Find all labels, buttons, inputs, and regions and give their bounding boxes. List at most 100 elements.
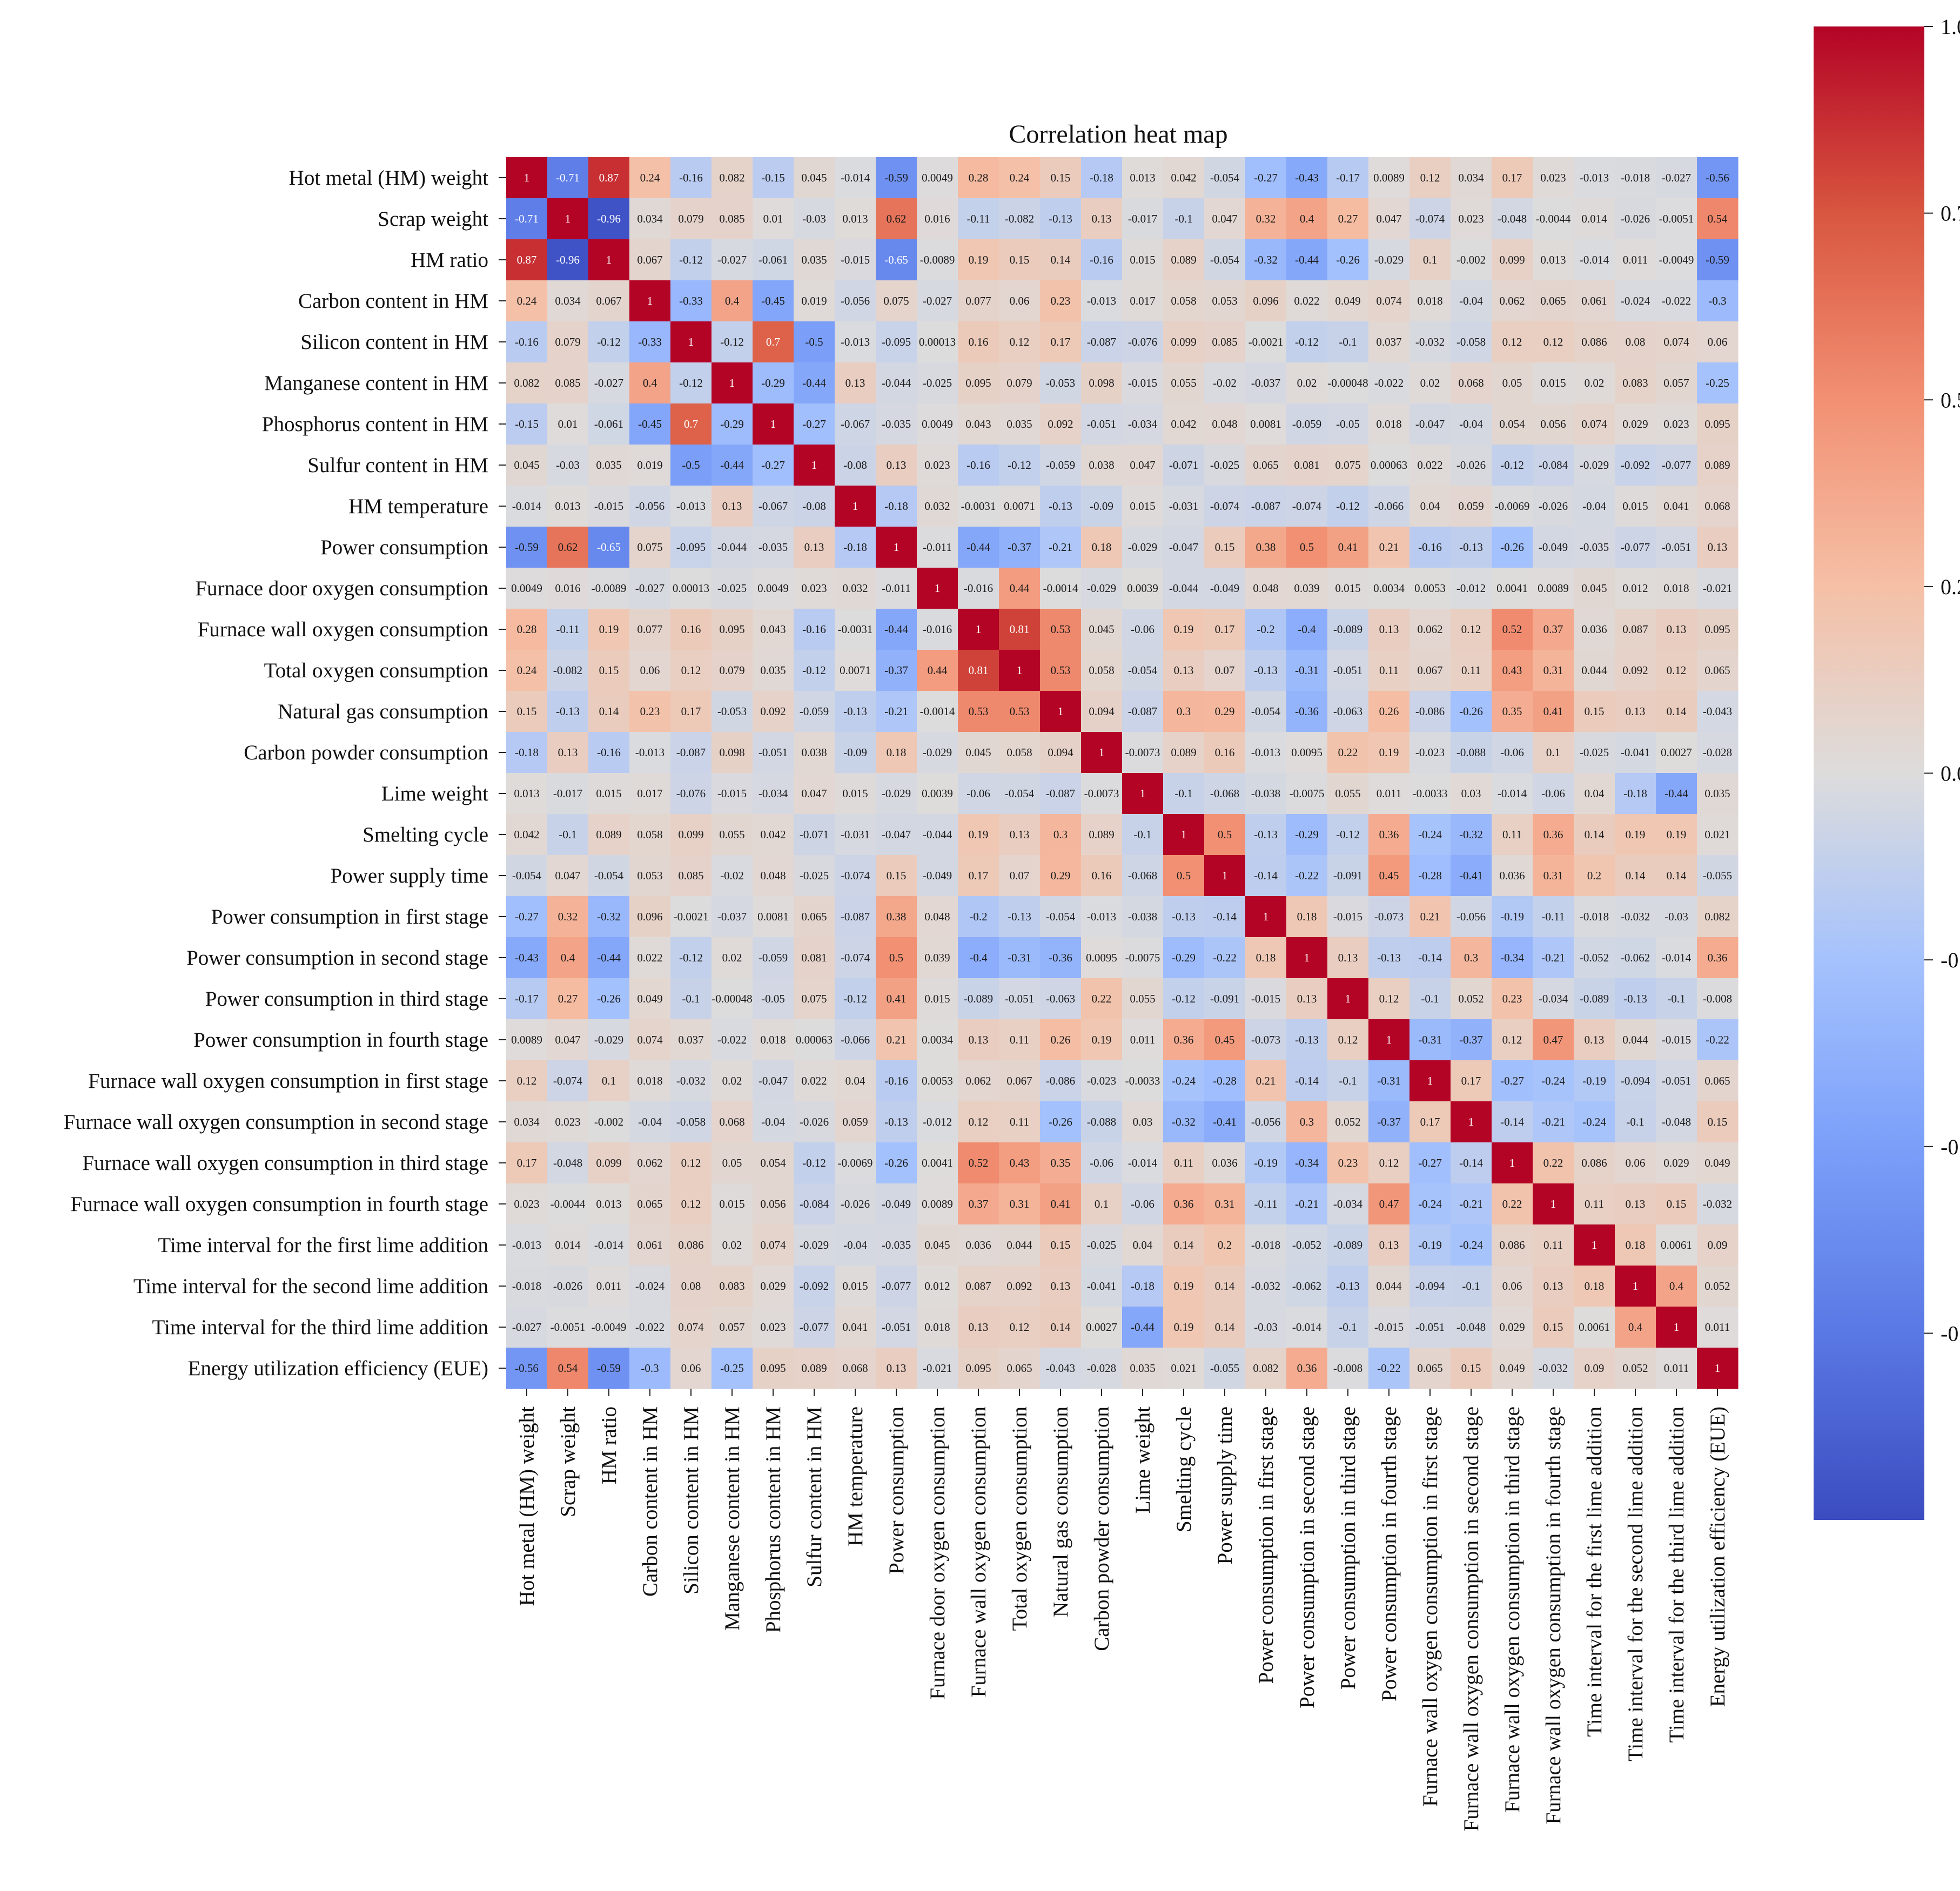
heatmap-cell-label: -0.21 [1049,541,1072,554]
heatmap-cell-label: 0.023 [801,582,827,595]
heatmap-cell [999,157,1041,199]
heatmap-cell-label: 0.0039 [922,787,953,800]
heatmap-cell-label: 0.87 [599,171,619,184]
heatmap-cell [1286,486,1328,527]
heatmap-cell [1204,403,1246,445]
heatmap-cell-label: 0.11 [1502,828,1522,841]
heatmap-cell-label: -0.016 [923,623,952,636]
heatmap-cell [1327,1060,1369,1102]
heatmap-cell-label: 0.061 [1581,294,1607,307]
heatmap-cell-label: 0.065 [1704,1074,1730,1087]
heatmap-cell-label: -0.027 [635,582,664,595]
heatmap-cell [1492,814,1533,856]
heatmap-cell [1409,937,1451,979]
heatmap-cell [1163,1348,1205,1389]
heatmap-cell [1615,321,1656,363]
heatmap-cell [1204,157,1246,199]
heatmap-cell [1204,1019,1246,1061]
heatmap-cell [1122,814,1164,856]
heatmap-cell-label: -0.26 [884,1156,908,1169]
heatmap-cell [1492,239,1533,281]
heatmap-cell [1615,568,1656,609]
x-tick-label: Energy utilization efficiency (EUE) [1706,1407,1729,1707]
heatmap-cell [629,198,671,240]
heatmap-cell [1492,896,1533,938]
heatmap-cell [1368,732,1410,773]
heatmap-cell [506,1183,548,1225]
heatmap-cell-label: -0.16 [802,623,826,636]
heatmap-cell [1492,1019,1533,1061]
heatmap-cell [794,321,835,363]
heatmap-cell [1533,650,1574,691]
heatmap-cell [1574,1183,1615,1225]
heatmap-cell-label: 0.042 [1171,418,1196,430]
heatmap-cell [876,280,917,322]
heatmap-cell-label: 0.13 [1626,1197,1646,1210]
heatmap-cell-label: 0.018 [1376,418,1401,430]
heatmap-cell [670,1019,712,1061]
heatmap-cell-label: -0.038 [1128,910,1157,923]
heatmap-cell-label: 0.12 [1461,623,1481,636]
heatmap-cell-label: -0.13 [1459,541,1483,554]
heatmap-cell [1040,1060,1082,1102]
heatmap-cell-label: 0.19 [599,623,619,636]
heatmap-cell [876,1224,917,1266]
heatmap-cell-label: 0.015 [1335,582,1360,595]
heatmap-cell [629,609,671,650]
heatmap-cell [588,527,630,568]
heatmap-cell [1081,362,1123,404]
heatmap-cell-label: 0.13 [1708,541,1728,554]
heatmap-cell-label: -0.16 [884,1074,908,1087]
heatmap-cell [1163,896,1205,938]
heatmap-cell [629,1019,671,1061]
heatmap-cell [547,527,589,568]
heatmap-cell [876,814,917,856]
heatmap-cell-label: -0.03 [1254,1321,1278,1334]
heatmap-cell-label: -0.14 [1254,869,1278,882]
heatmap-cell-label: 0.057 [1663,376,1689,389]
heatmap-cell [1492,855,1533,897]
heatmap-cell-label: 0.4 [561,951,575,964]
heatmap-cell-label: -0.1 [1339,1074,1357,1087]
heatmap-cell [1656,486,1697,527]
heatmap-cell [1081,773,1123,815]
heatmap-cell-label: 0.38 [887,910,907,923]
heatmap-cell [1451,568,1492,609]
heatmap-cell-label: 0.059 [1458,500,1484,513]
y-tick-label: Furnace wall oxygen consumption in first… [88,1069,488,1093]
heatmap-cell-label: 0.32 [1256,212,1276,225]
heatmap-cell [1122,239,1164,281]
heatmap-cell [1656,527,1697,568]
heatmap-cell-label: -0.2 [1257,623,1274,636]
heatmap-cell-label: -0.06 [1131,623,1154,636]
heatmap-cell-label: 0.029 [1663,1156,1689,1169]
heatmap-cell [1327,978,1369,1020]
heatmap-cell-label: -0.3 [641,1362,659,1375]
heatmap-cell-label: -0.14 [1213,910,1237,923]
heatmap-cell-label: -0.048 [1662,1115,1691,1128]
heatmap-cell-label: -0.44 [1131,1321,1154,1334]
heatmap-cell [999,403,1041,445]
x-tick-label: Time interval for the third lime additio… [1665,1407,1688,1742]
heatmap-cell-label: 0.4 [1628,1321,1643,1334]
heatmap-cell-label: -0.24 [1459,1239,1483,1251]
heatmap-cell-label: 0.074 [760,1239,786,1251]
heatmap-cell-label: -0.16 [1418,541,1442,554]
heatmap-cell-label: -0.056 [841,294,870,307]
heatmap-cell-label: -0.12 [1172,992,1196,1005]
heatmap-cell-label: -0.12 [679,951,703,964]
heatmap-cell-label: -0.028 [1087,1362,1116,1375]
heatmap-cell-label: 0.067 [637,253,662,266]
x-tick-label: Furnace wall oxygen consumption in third… [1501,1407,1524,1813]
heatmap-cell-label: 0.27 [1338,212,1358,225]
heatmap-cell [1409,445,1451,486]
heatmap-cell-label: 0.058 [1089,664,1114,677]
heatmap-cell-label: 0.038 [1089,459,1114,472]
heatmap-cell [1697,486,1739,527]
heatmap-cell-label: 0.085 [719,212,744,225]
heatmap-cell-label: 0.0089 [1538,582,1569,595]
heatmap-cell-label: -0.12 [802,664,826,677]
heatmap-cell-label: 0.54 [558,1362,578,1375]
heatmap-cell-label: 0.0071 [840,664,871,677]
heatmap-cell [1451,1101,1492,1143]
